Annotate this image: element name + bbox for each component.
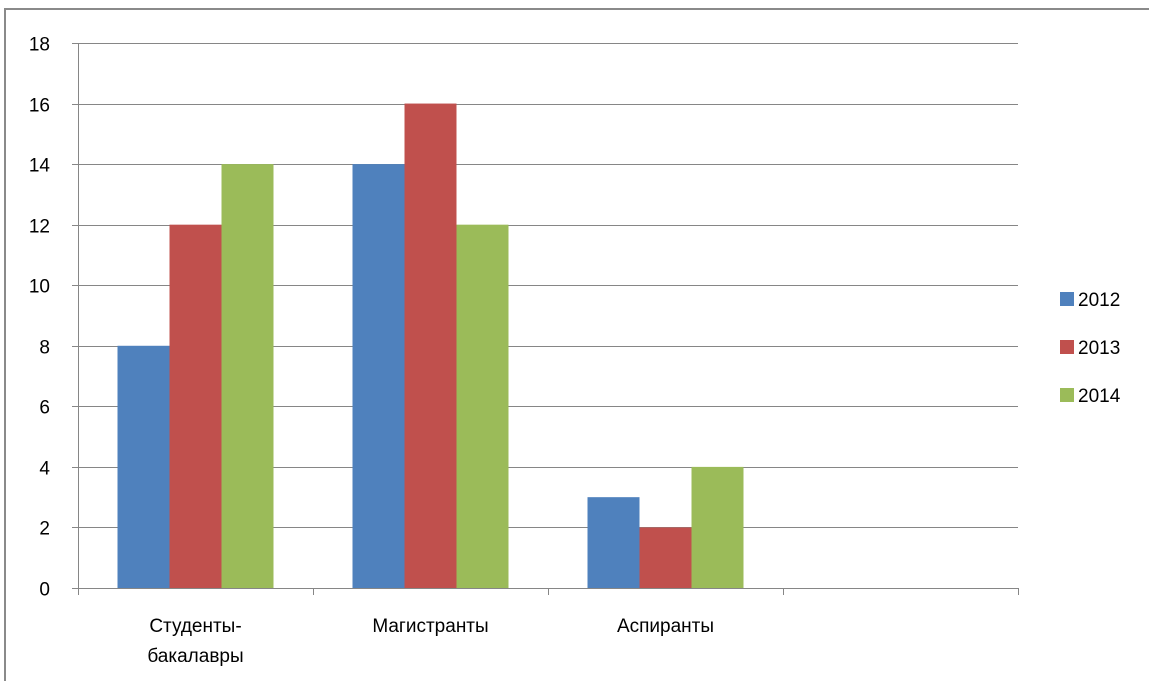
y-tick-label: 4 bbox=[39, 459, 50, 480]
legend-swatch-2014 bbox=[1060, 388, 1074, 402]
y-tick-label: 16 bbox=[29, 96, 50, 117]
bar-2012 bbox=[587, 497, 640, 588]
bar-2014 bbox=[691, 466, 744, 588]
bar-2014 bbox=[456, 224, 509, 588]
y-tick-label: 14 bbox=[29, 156, 51, 177]
y-tick-label: 6 bbox=[39, 398, 50, 419]
bar-2013 bbox=[639, 527, 692, 588]
y-tick-label: 12 bbox=[29, 217, 50, 238]
bar-2012 bbox=[117, 345, 170, 588]
bar-2013 bbox=[169, 224, 222, 588]
x-category-label: бакалавры bbox=[147, 646, 243, 667]
legend-label-2014: 2014 bbox=[1078, 386, 1121, 407]
y-tick-label: 18 bbox=[29, 35, 50, 56]
y-tick-label: 2 bbox=[39, 519, 50, 540]
y-tick-label: 10 bbox=[29, 277, 50, 298]
legend-swatch-2012 bbox=[1060, 292, 1074, 306]
legend-label-2012: 2012 bbox=[1078, 290, 1120, 311]
x-category-label: Аспиранты bbox=[617, 616, 714, 637]
bar-2014 bbox=[221, 164, 274, 588]
y-tick-label: 8 bbox=[39, 338, 50, 359]
x-category-label: Магистранты bbox=[372, 616, 488, 637]
bar-2012 bbox=[352, 164, 405, 588]
y-tick-label: 0 bbox=[39, 580, 50, 601]
x-category-label: Студенты- bbox=[149, 616, 241, 637]
bar-2013 bbox=[404, 103, 457, 589]
legend-swatch-2013 bbox=[1060, 340, 1074, 354]
legend-label-2013: 2013 bbox=[1078, 338, 1120, 359]
